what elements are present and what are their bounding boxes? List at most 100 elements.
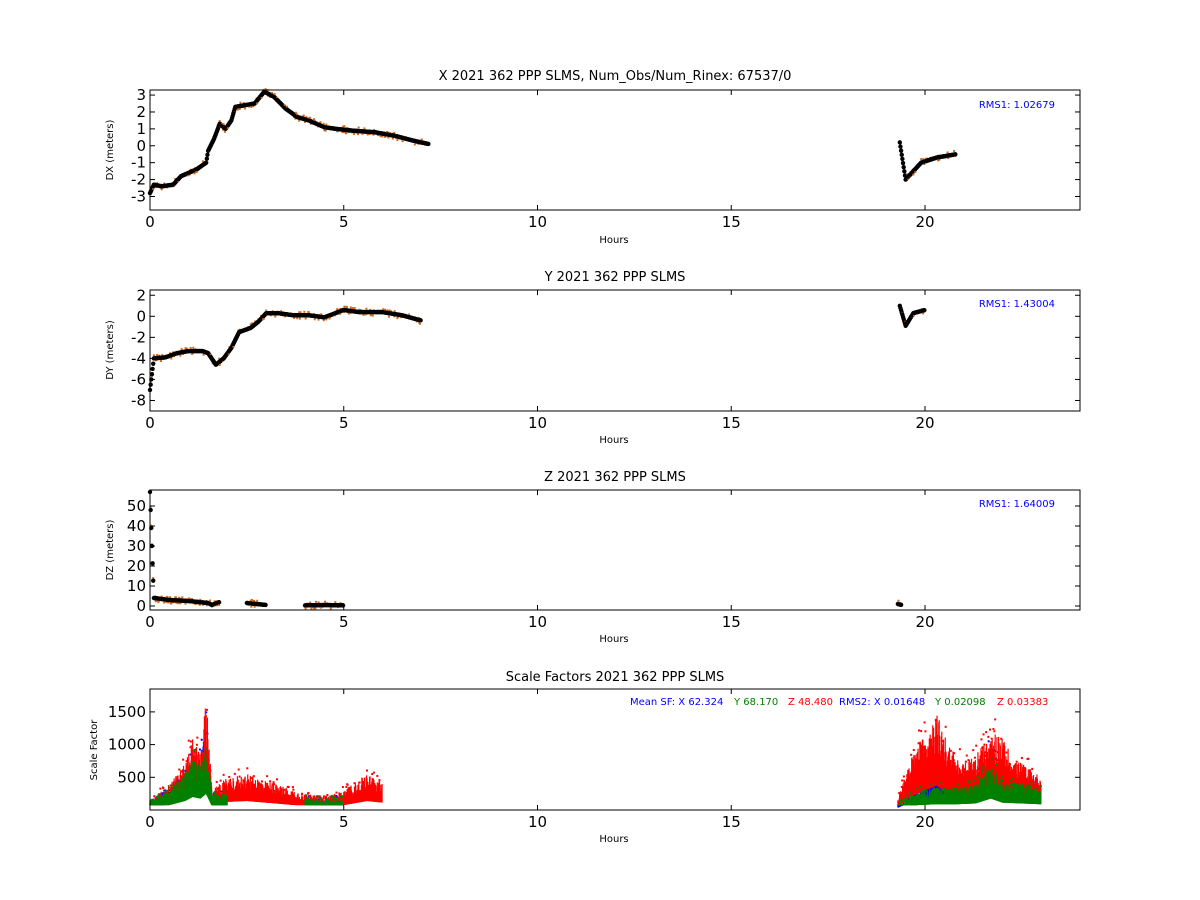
- sf-outlier: [191, 760, 194, 763]
- sf-outlier: [292, 788, 295, 791]
- sf-outlier: [987, 771, 990, 774]
- sf-outlier: [305, 794, 308, 797]
- noise-point: [188, 597, 191, 600]
- noise-point: [184, 602, 187, 605]
- sf-outlier: [198, 748, 201, 751]
- data-point: [922, 307, 927, 313]
- noise-point: [218, 120, 221, 123]
- sf-rms2-z: Z 0.03383: [997, 697, 1048, 708]
- sf-outlier: [220, 790, 223, 793]
- noise-point: [256, 102, 259, 105]
- noise-point: [157, 601, 160, 604]
- noise-point: [152, 187, 155, 190]
- noise-point: [372, 133, 375, 136]
- panel-sf-frame: [149, 688, 1081, 811]
- noise-point: [309, 601, 312, 604]
- data-point: [900, 160, 906, 166]
- noise-point: [222, 123, 225, 126]
- noise-point: [152, 354, 155, 357]
- noise-point: [393, 315, 396, 318]
- sf-outlier: [184, 769, 187, 772]
- x-tick-label: 5: [339, 813, 349, 831]
- noise-point: [325, 318, 328, 321]
- noise-point: [313, 318, 316, 321]
- noise-point: [189, 346, 192, 349]
- sf-outlier: [193, 749, 196, 752]
- noise-point: [313, 118, 316, 121]
- sf-outlier: [325, 795, 328, 798]
- sf-outlier: [316, 796, 319, 799]
- noise-point: [936, 159, 939, 162]
- sf-outlier: [933, 787, 936, 790]
- noise-point: [924, 157, 927, 160]
- sf-outlier: [1001, 779, 1004, 782]
- noise-point: [299, 311, 302, 314]
- y-tick-label: -8: [131, 391, 146, 409]
- sf-outlier: [982, 765, 985, 768]
- noise-point: [418, 322, 421, 325]
- sf-outlier: [939, 782, 942, 785]
- x-tick-label: 0: [145, 613, 155, 631]
- x-tick-label: 20: [915, 613, 934, 631]
- y-tick-label: 30: [127, 537, 146, 555]
- sf-outlier: [246, 767, 249, 770]
- sf-outlier: [958, 748, 961, 751]
- sf-outlier: [371, 773, 374, 776]
- noise-point: [324, 600, 327, 603]
- noise-point: [293, 316, 296, 319]
- sf-outlier: [930, 783, 933, 786]
- data-point: [898, 144, 903, 149]
- sf-outlier: [169, 784, 172, 787]
- noise-point: [309, 122, 312, 125]
- sf-outlier: [330, 795, 333, 798]
- y-tick-label: 1: [136, 120, 146, 138]
- noise-point: [190, 597, 193, 600]
- sf-outlier: [982, 733, 985, 736]
- data-point: [900, 156, 905, 162]
- x-tick-label: 15: [722, 213, 741, 231]
- noise-point: [201, 603, 204, 606]
- noise-point: [264, 88, 267, 91]
- sf-outlier: [242, 779, 245, 782]
- sf-outlier: [902, 775, 905, 778]
- noise-point: [345, 132, 348, 135]
- noise-point: [381, 135, 384, 138]
- sf-outlier: [378, 779, 381, 782]
- noise-point: [347, 312, 350, 315]
- sf-outlier: [1027, 757, 1030, 760]
- noise-point: [249, 323, 252, 326]
- sf-outlier: [222, 773, 225, 776]
- sf-outlier: [316, 798, 319, 801]
- noise-point: [407, 313, 410, 316]
- noise-point: [336, 130, 339, 133]
- sf-outlier: [163, 789, 166, 792]
- sf-outlier: [361, 781, 364, 784]
- noise-point: [159, 360, 162, 363]
- noise-point: [320, 606, 323, 609]
- noise-point: [345, 305, 348, 308]
- sf-outlier: [213, 791, 216, 794]
- noise-point: [387, 315, 390, 318]
- series-0: [147, 489, 904, 610]
- noise-point: [184, 347, 187, 350]
- sf-outlier: [920, 730, 923, 733]
- noise-point: [342, 125, 345, 128]
- series-0: [147, 88, 958, 196]
- sf-outlier: [973, 756, 976, 759]
- y-tick-label: 20: [127, 557, 146, 575]
- noise-point: [154, 600, 157, 603]
- noise-point: [393, 131, 396, 134]
- noise-point: [227, 352, 230, 355]
- noise-point: [242, 102, 245, 105]
- sf-outlier: [1008, 783, 1011, 786]
- panel-dx-xlabel: Hours: [599, 235, 628, 246]
- sf-outlier: [204, 754, 207, 757]
- noise-point: [356, 133, 359, 136]
- sf-outlier: [952, 759, 955, 762]
- sf-outlier: [987, 735, 990, 738]
- sf-outlier: [233, 772, 236, 775]
- y-tick-label: -2: [131, 171, 146, 189]
- data-point: [953, 152, 958, 157]
- sf-outlier: [941, 740, 944, 743]
- sf-outlier: [1039, 784, 1042, 787]
